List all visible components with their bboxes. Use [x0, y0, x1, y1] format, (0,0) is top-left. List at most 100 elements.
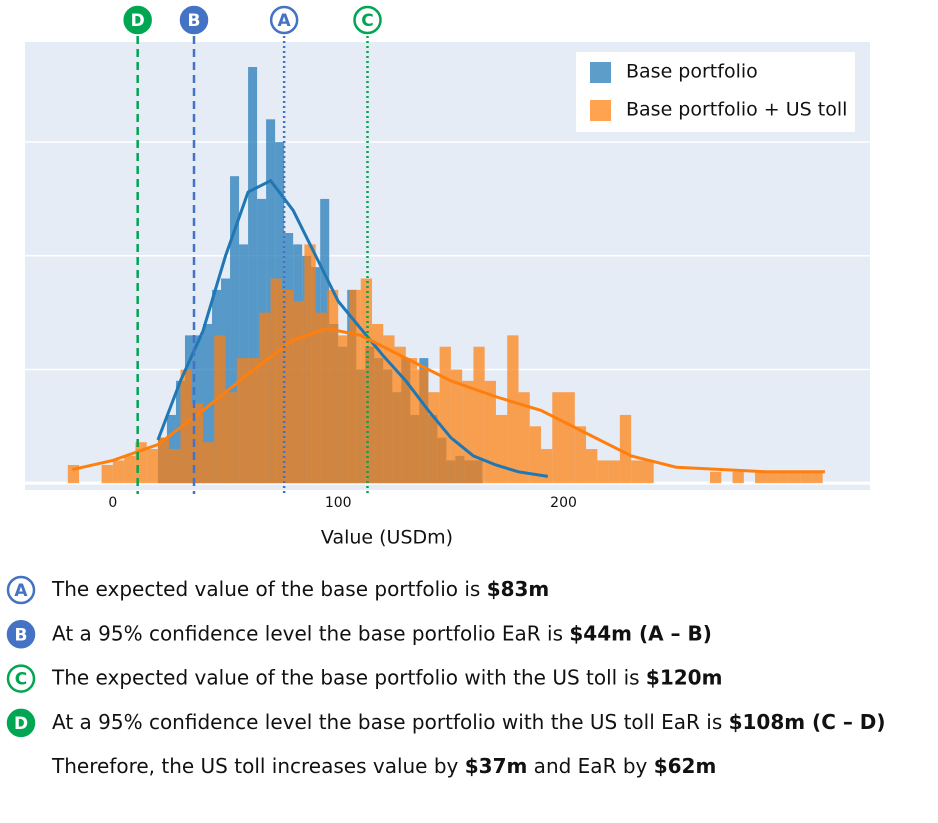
- histogram-bar: [230, 176, 240, 484]
- legend-label: Base portfolio: [626, 61, 758, 83]
- histogram-bar: [732, 471, 744, 484]
- legend-swatch: [590, 100, 611, 121]
- histogram-bar: [484, 380, 496, 484]
- density-curve: [156, 178, 549, 478]
- legend-box: [576, 52, 855, 132]
- note-text: Therefore, the US toll increases value b…: [51, 754, 716, 778]
- badge-label: A: [14, 581, 28, 601]
- histogram-bar: [777, 471, 789, 484]
- histogram-bar: [349, 289, 361, 484]
- note-segment: The expected value of the base portfolio…: [51, 665, 646, 689]
- note-text: At a 95% confidence level the base portf…: [52, 621, 712, 645]
- histogram-bar: [214, 335, 226, 484]
- histogram-bar: [203, 442, 215, 484]
- histogram-bar: [450, 369, 463, 484]
- histogram-bar: [507, 335, 519, 484]
- histogram-bar: [541, 449, 553, 484]
- histogram-bar: [518, 392, 530, 484]
- histogram-bar: [124, 455, 136, 484]
- density-curve: [71, 326, 825, 474]
- histogram-bar: [529, 426, 542, 484]
- legend-label: Base portfolio + US toll: [626, 99, 847, 121]
- histogram-bar: [225, 392, 237, 484]
- badge-label: D: [131, 11, 145, 31]
- histogram-bar: [338, 335, 350, 484]
- histogram-bar: [135, 442, 147, 484]
- note-segment: $37m: [465, 754, 528, 778]
- x-axis-title: Value (USDm): [321, 527, 453, 549]
- note-segment: Therefore, the US toll increases value b…: [51, 754, 465, 778]
- histogram-bar: [405, 358, 418, 484]
- note-segment: $120m: [646, 665, 723, 689]
- badge-label: D: [14, 714, 28, 734]
- histogram-bar: [146, 449, 158, 484]
- histogram-bar: [360, 278, 373, 484]
- histogram-bar: [304, 244, 316, 484]
- histogram-bar: [642, 460, 654, 484]
- histogram-bar: [281, 289, 294, 484]
- note-segment: $83m: [487, 577, 550, 601]
- note-text: The expected value of the base portfolio…: [51, 577, 549, 601]
- histogram-bar: [293, 301, 305, 484]
- histogram-bar: [248, 358, 260, 484]
- histogram-bar: [259, 312, 271, 484]
- histogram-bar: [755, 471, 767, 484]
- badge: [6, 708, 36, 738]
- badge: [6, 620, 36, 649]
- badge-label: C: [361, 11, 373, 31]
- histogram-bar: [270, 278, 282, 484]
- histogram-bar: [563, 392, 575, 484]
- histogram-bar: [811, 471, 823, 484]
- note-segment: At a 95% confidence level the base portf…: [52, 709, 729, 733]
- histogram-bar: [157, 437, 170, 484]
- histogram-bar: [383, 335, 395, 484]
- badge-label: B: [188, 11, 201, 31]
- badge: [179, 5, 209, 35]
- note-segment: $108m (C – D): [729, 709, 886, 733]
- histogram-bar: [473, 346, 485, 484]
- note-text: The expected value of the base portfolio…: [51, 665, 722, 689]
- histogram-bar: [495, 414, 508, 484]
- badge: [353, 5, 382, 35]
- histogram-bar: [552, 392, 564, 484]
- histogram-bar: [417, 369, 429, 484]
- histogram-bar: [766, 471, 778, 484]
- histogram-bar: [631, 460, 643, 484]
- note-segment: $44m (A – B): [569, 621, 711, 645]
- badge: [123, 5, 152, 35]
- histogram-bar: [462, 380, 474, 484]
- histogram-bar: [180, 369, 192, 484]
- note-text: At a 95% confidence level the base portf…: [52, 709, 886, 733]
- histogram-bar: [101, 464, 113, 484]
- histogram-bar: [800, 471, 812, 484]
- histogram-bar: [326, 289, 339, 484]
- badge-label: B: [15, 625, 28, 645]
- histogram-bar: [67, 464, 80, 484]
- histogram-bar: [608, 460, 620, 484]
- note-segment: The expected value of the base portfolio…: [51, 577, 487, 601]
- badge: [6, 664, 36, 693]
- x-tick-label: 200: [550, 495, 577, 511]
- histogram-bar: [315, 312, 327, 484]
- histogram-bar: [597, 460, 609, 484]
- histogram-bar: [248, 67, 258, 484]
- histogram-bar: [586, 449, 598, 484]
- histogram-bar: [394, 346, 406, 484]
- x-tick-label: 0: [108, 495, 117, 511]
- histogram-bar: [710, 471, 722, 484]
- note-segment: At a 95% confidence level the base portf…: [52, 621, 569, 645]
- histogram-bar: [574, 426, 587, 484]
- histogram-bar: [428, 392, 440, 484]
- note-segment: and EaR by: [527, 754, 653, 778]
- histogram-bar: [439, 346, 451, 484]
- badge-label: C: [15, 670, 27, 690]
- histogram-bar: [788, 471, 801, 484]
- legend-swatch: [590, 62, 611, 83]
- badge-label: A: [278, 11, 292, 31]
- histogram-bar: [112, 460, 125, 484]
- histogram-bar: [169, 449, 181, 484]
- badge: [269, 5, 299, 35]
- histogram-bar: [372, 323, 384, 484]
- histogram-bar: [191, 403, 204, 484]
